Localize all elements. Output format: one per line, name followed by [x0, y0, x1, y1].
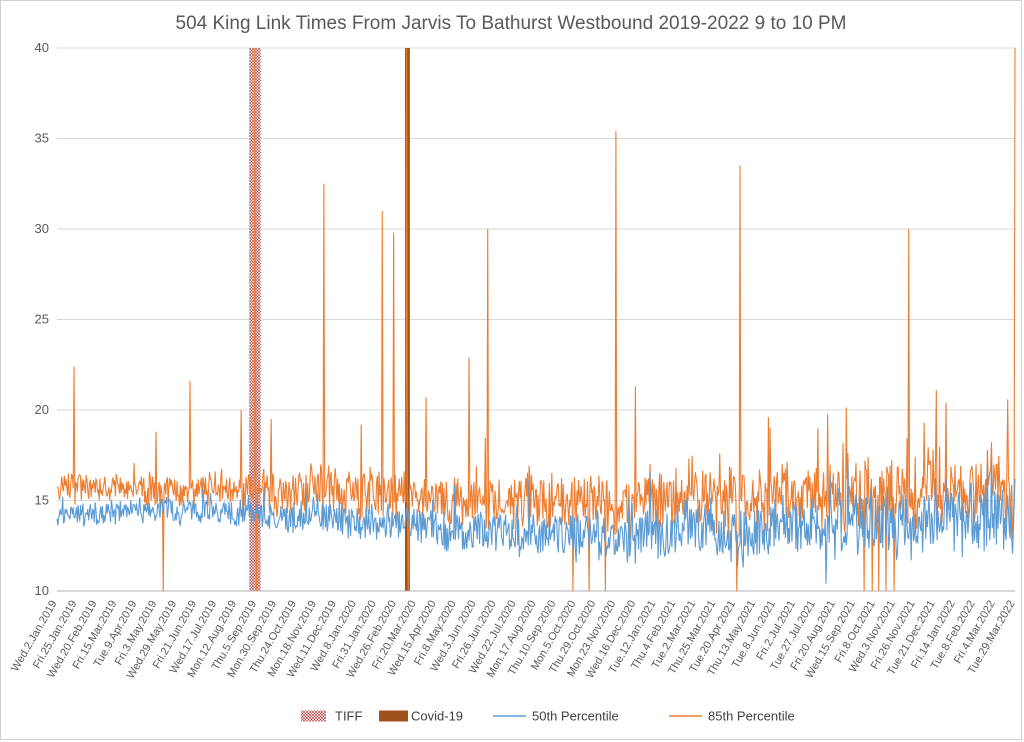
svg-text:10: 10 — [35, 583, 49, 598]
svg-text:15: 15 — [35, 493, 49, 508]
svg-text:50th Percentile: 50th Percentile — [532, 709, 619, 724]
svg-text:Covid-19: Covid-19 — [411, 709, 463, 724]
svg-text:25: 25 — [35, 312, 49, 327]
svg-text:35: 35 — [35, 131, 49, 146]
svg-text:85th Percentile: 85th Percentile — [708, 709, 795, 724]
svg-text:40: 40 — [35, 40, 49, 55]
svg-text:20: 20 — [35, 402, 49, 417]
svg-text:TIFF: TIFF — [335, 709, 362, 724]
svg-text:30: 30 — [35, 221, 49, 236]
